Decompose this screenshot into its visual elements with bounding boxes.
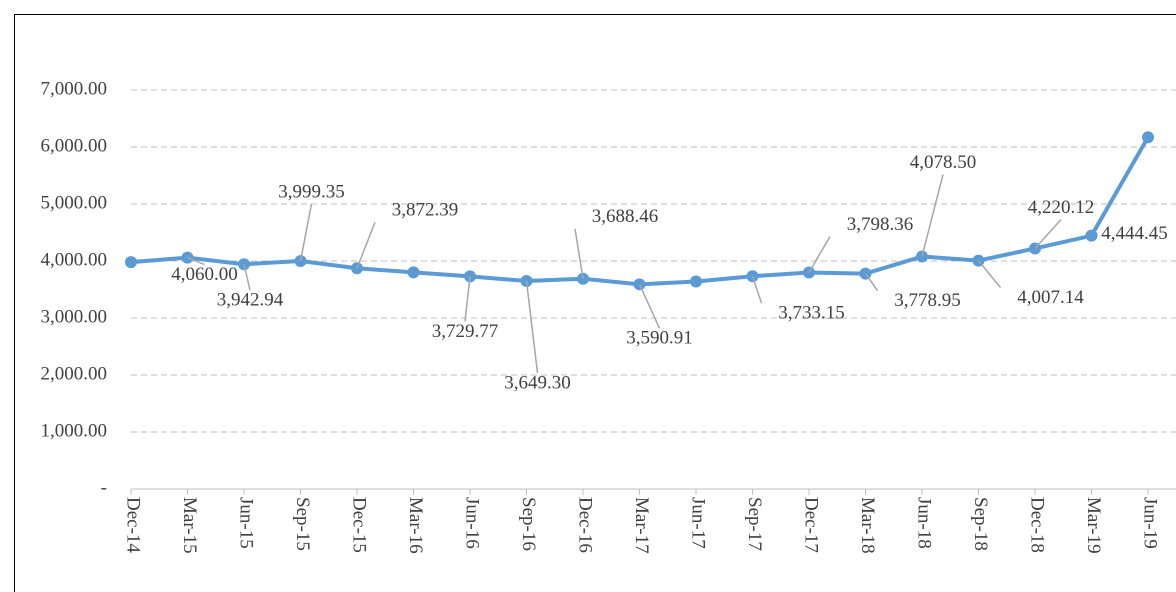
leader-line bbox=[187, 256, 205, 266]
data-label: 3,942.94 bbox=[217, 290, 284, 311]
data-label: 3,649.30 bbox=[504, 372, 571, 393]
x-tick-label: Sep-17 bbox=[744, 497, 765, 551]
leader-line bbox=[864, 273, 879, 292]
y-tick-label: 2,000.00 bbox=[41, 363, 108, 384]
leader-line bbox=[808, 236, 831, 273]
point bbox=[1085, 229, 1098, 242]
x-tick-label: Sep-16 bbox=[518, 497, 539, 551]
data-label: 4,220.12 bbox=[1028, 197, 1095, 218]
x-tick-label: Mar-18 bbox=[857, 497, 878, 554]
chart-border bbox=[14, 14, 1176, 592]
x-tick-label: Dec-17 bbox=[801, 497, 822, 553]
data-label: 3,729.77 bbox=[432, 321, 499, 342]
leader-line bbox=[299, 203, 313, 262]
x-tick-label: Dec-18 bbox=[1027, 497, 1048, 553]
data-label: 3,872.39 bbox=[392, 200, 459, 221]
x-tick-label: Mar-19 bbox=[1083, 497, 1104, 554]
y-tick-label: 5,000.00 bbox=[41, 192, 108, 213]
data-label: 4,060.00 bbox=[171, 264, 238, 285]
leader-line bbox=[1034, 218, 1062, 249]
data-label: 4,007.14 bbox=[1017, 287, 1084, 308]
x-tick-label: Jun-15 bbox=[236, 497, 257, 549]
y-tick-label: 4,000.00 bbox=[41, 249, 108, 270]
x-tick-label: Mar-16 bbox=[405, 497, 426, 554]
data-label: 3,999.35 bbox=[278, 181, 345, 202]
data-label: 3,590.91 bbox=[626, 328, 693, 349]
x-tick-label: Dec-14 bbox=[123, 497, 144, 553]
x-tick-label: Dec-16 bbox=[575, 497, 596, 553]
point bbox=[1142, 131, 1154, 144]
x-tick-label: Sep-18 bbox=[970, 497, 991, 551]
leader-line bbox=[921, 174, 944, 257]
y-tick-label: 6,000.00 bbox=[41, 135, 108, 156]
leader-line bbox=[356, 222, 376, 269]
data-label: 4,444.45 bbox=[1101, 223, 1168, 244]
leader-line bbox=[525, 280, 539, 374]
y-tick-label: 3,000.00 bbox=[41, 306, 108, 327]
leader-line bbox=[977, 260, 1002, 289]
x-tick-label: Mar-15 bbox=[179, 497, 200, 554]
x-tick-label: Dec-15 bbox=[349, 497, 370, 553]
leader-line bbox=[574, 228, 584, 279]
leader-line bbox=[243, 264, 251, 291]
data-label: 3,798.36 bbox=[847, 214, 914, 235]
x-tick-label: Jun-18 bbox=[914, 497, 935, 549]
y-tick-label: 7,000.00 bbox=[41, 78, 108, 99]
x-tick-label: Mar-17 bbox=[631, 497, 652, 554]
point bbox=[690, 275, 702, 288]
leader-line bbox=[464, 276, 471, 322]
leader-line bbox=[638, 284, 661, 329]
data-label: 3,688.46 bbox=[592, 206, 659, 227]
x-tick-label: Sep-15 bbox=[292, 497, 313, 551]
x-tick-label: Jun-17 bbox=[688, 497, 709, 549]
data-label: 4,078.50 bbox=[910, 152, 977, 173]
data-label: 3,733.15 bbox=[778, 303, 845, 324]
leader-line bbox=[751, 275, 763, 304]
y-tick-label: 1,000.00 bbox=[41, 420, 108, 441]
data-label: 3,778.95 bbox=[894, 290, 961, 311]
point bbox=[125, 256, 137, 269]
x-tick-label: Jun-19 bbox=[1140, 497, 1161, 549]
point bbox=[407, 266, 420, 279]
x-tick-label: Jun-16 bbox=[462, 497, 483, 549]
y-tick-label: - bbox=[101, 477, 107, 498]
